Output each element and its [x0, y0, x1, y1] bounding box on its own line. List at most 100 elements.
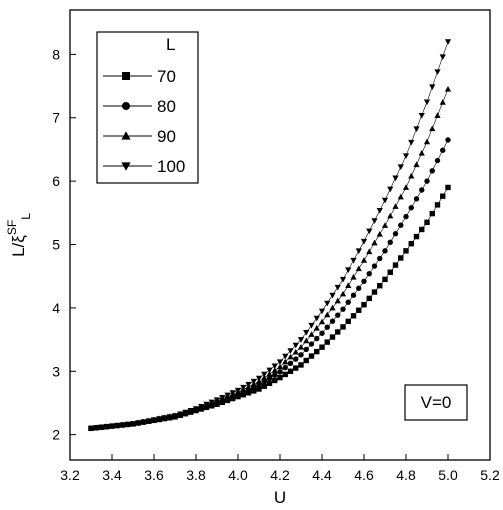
data-point — [387, 186, 394, 193]
data-point — [424, 219, 430, 226]
legend: L 70 80 90 100 — [96, 31, 199, 184]
data-point — [398, 255, 404, 261]
data-point — [356, 285, 362, 291]
legend-marker — [121, 131, 131, 140]
data-point — [445, 137, 451, 143]
data-point — [329, 334, 336, 340]
data-point — [329, 318, 336, 324]
data-point — [245, 390, 252, 396]
data-point — [272, 377, 278, 384]
data-point — [140, 419, 147, 426]
data-point — [255, 375, 263, 382]
legend-title: L — [166, 35, 175, 54]
data-point — [145, 418, 152, 425]
data-point — [335, 329, 341, 335]
data-point — [350, 292, 357, 298]
data-point — [303, 337, 310, 344]
data-point — [314, 335, 320, 342]
data-point — [392, 203, 399, 209]
data-point — [234, 387, 242, 394]
data-point — [213, 397, 221, 404]
series-layer — [87, 39, 452, 432]
data-point — [366, 270, 372, 277]
data-point — [392, 262, 399, 268]
data-point — [434, 157, 441, 164]
data-point — [382, 248, 388, 254]
data-point — [266, 380, 273, 387]
y-axis-title-sub: L — [19, 213, 33, 220]
data-point — [266, 367, 273, 374]
data-point — [350, 273, 357, 280]
y-tick-label: 4 — [52, 300, 60, 316]
data-point — [219, 394, 226, 401]
data-point — [418, 149, 425, 156]
data-point — [277, 374, 283, 381]
data-point — [293, 356, 299, 362]
legend-marker — [122, 102, 130, 110]
data-point — [335, 312, 341, 318]
data-point — [319, 330, 325, 336]
y-tick-label: 6 — [52, 173, 60, 189]
data-point — [439, 54, 446, 60]
data-point — [103, 424, 110, 430]
data-point — [208, 399, 215, 406]
data-point — [355, 248, 362, 255]
data-point — [166, 414, 173, 420]
y-axis-title: L/ξSFL — [5, 213, 33, 257]
data-point — [308, 322, 315, 329]
legend-label: 100 — [157, 157, 185, 176]
data-point — [329, 292, 336, 299]
data-point — [266, 370, 273, 377]
data-point — [156, 416, 163, 422]
data-point — [108, 423, 116, 430]
data-point — [366, 228, 373, 235]
data-point — [408, 241, 414, 247]
data-point — [434, 69, 441, 76]
data-point — [402, 184, 410, 190]
data-point — [366, 295, 372, 302]
data-point — [314, 348, 320, 355]
data-point — [240, 384, 247, 391]
axis-ticks: 3.2 3.4 3.6 3.8 4.0 4.2 4.4 4.6 4.8 5.0 5.2 2 3 4 5 6 7 8 — [52, 46, 500, 483]
data-point — [423, 138, 431, 145]
y-tick-label: 5 — [52, 237, 60, 253]
data-point — [413, 233, 420, 240]
x-tick-label: 4.6 — [354, 467, 374, 483]
data-point — [398, 222, 404, 228]
data-point — [408, 172, 415, 179]
data-point — [345, 282, 352, 288]
data-point — [429, 84, 436, 91]
annotation-text: V=0 — [421, 393, 452, 412]
legend-label: 70 — [157, 67, 176, 86]
data-point — [392, 175, 399, 182]
data-point — [318, 308, 326, 315]
data-point — [276, 359, 284, 366]
data-point — [360, 257, 368, 263]
data-point — [282, 358, 289, 365]
data-point — [287, 353, 294, 360]
data-point — [187, 407, 194, 414]
data-point — [250, 378, 257, 385]
data-point — [303, 357, 309, 364]
data-point — [360, 238, 368, 245]
data-point — [397, 193, 404, 200]
data-point — [444, 39, 452, 45]
data-point — [339, 276, 347, 283]
data-point — [403, 248, 409, 254]
x-tick-label: 5.2 — [480, 467, 500, 483]
data-point — [119, 422, 126, 429]
data-point — [361, 278, 367, 284]
series-line-70 — [90, 187, 449, 429]
data-point — [87, 425, 95, 432]
data-point — [308, 353, 315, 359]
data-point — [297, 337, 305, 343]
data-point — [345, 267, 352, 274]
data-point — [440, 147, 446, 153]
data-point — [292, 348, 299, 355]
data-point — [266, 375, 273, 381]
data-point — [371, 239, 378, 246]
data-point — [293, 365, 299, 371]
data-point — [418, 112, 425, 119]
data-point — [440, 193, 446, 199]
